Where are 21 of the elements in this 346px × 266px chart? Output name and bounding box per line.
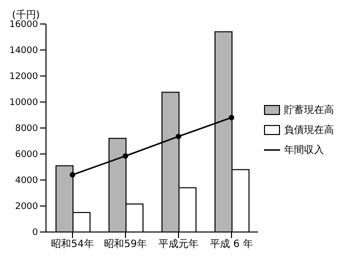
y-tick-label: 12000 [9,72,38,82]
legend-label: 負債現在高 [284,124,334,137]
x-tick-label: 平成 6 年 [210,238,253,250]
y-tick-label: 6000 [15,150,38,160]
x-tick-label: 平成元年 [158,238,198,250]
legend-label: 年間収入 [284,144,324,157]
y-tick-label: 2000 [15,202,38,212]
legend-label: 貯蓄現在高 [284,104,334,117]
y-axis-title: (千円) [12,8,40,21]
y-tick-label: 16000 [9,20,38,30]
point [70,172,76,178]
point [176,134,182,140]
point [122,153,128,159]
x-tick-label: 昭和54年 [51,238,94,250]
point [228,114,234,120]
x-tick-label: 昭和59年 [104,238,147,250]
y-tick-label: 0 [32,228,38,238]
y-tick-label: 4000 [15,176,38,186]
y-tick-label: 8000 [15,124,38,134]
y-tick-label: 14000 [9,46,38,56]
y-tick-label: 10000 [9,98,38,108]
